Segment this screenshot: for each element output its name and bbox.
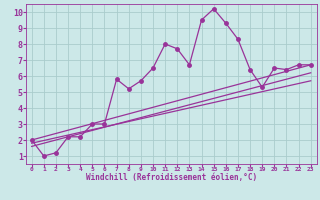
X-axis label: Windchill (Refroidissement éolien,°C): Windchill (Refroidissement éolien,°C): [86, 173, 257, 182]
